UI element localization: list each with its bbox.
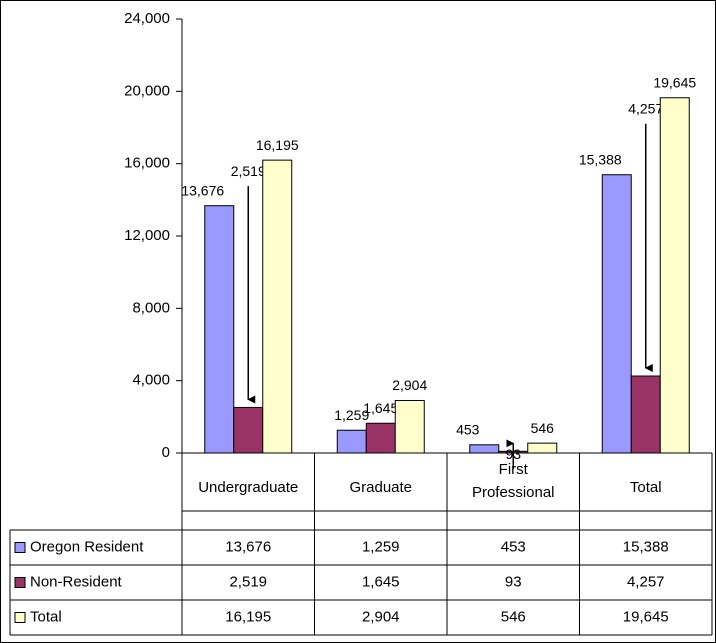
- table-cell: 2,904: [362, 608, 400, 625]
- table-cell: 453: [501, 538, 526, 555]
- bar: [527, 442, 558, 454]
- bar: [659, 97, 690, 454]
- table-cell: 13,676: [225, 538, 271, 555]
- table-cell: 1,259: [362, 538, 400, 555]
- value-label: 2,904: [392, 377, 427, 393]
- value-label: 4,257: [628, 100, 663, 116]
- bar: [262, 159, 293, 454]
- legend-swatch: [14, 577, 26, 588]
- table-cell: 93: [505, 573, 522, 590]
- category-label: First Professional: [472, 461, 555, 501]
- y-tick-label: 4,000: [132, 372, 170, 389]
- table-cell: 16,195: [225, 608, 271, 625]
- value-label: 1,645: [363, 400, 398, 416]
- table-cell: 1,645: [362, 573, 400, 590]
- bar: [394, 399, 425, 454]
- value-label: 19,645: [653, 74, 696, 90]
- value-label: 546: [531, 420, 555, 436]
- y-tick-label: 20,000: [124, 82, 170, 99]
- y-tick-label: 12,000: [124, 227, 170, 244]
- bar: [336, 429, 367, 454]
- value-label: 16,195: [256, 137, 299, 153]
- legend-swatch: [14, 542, 26, 553]
- table-cell: 4,257: [627, 573, 665, 590]
- value-label: 93: [505, 446, 521, 462]
- category-label: Graduate: [349, 479, 412, 496]
- bar: [365, 422, 396, 454]
- value-label: 453: [456, 422, 480, 438]
- value-label: 1,259: [334, 407, 369, 423]
- table-cell: 546: [501, 608, 526, 625]
- category-label: Undergraduate: [198, 479, 298, 496]
- table-cell: 15,388: [623, 538, 669, 555]
- value-label: 2,519: [231, 163, 266, 179]
- y-tick-label: 16,000: [124, 155, 170, 172]
- y-tick-label: 8,000: [132, 299, 170, 316]
- bar: [233, 406, 264, 454]
- bar: [630, 375, 661, 454]
- legend-label: Total: [30, 608, 62, 625]
- y-tick-label: 0: [162, 444, 170, 461]
- value-label: 13,676: [181, 182, 224, 198]
- legend-swatch: [14, 612, 26, 623]
- category-label: Total: [630, 479, 662, 496]
- value-label: 15,388: [579, 151, 622, 167]
- table-cell: 19,645: [623, 608, 669, 625]
- bar: [204, 205, 235, 454]
- table-cell: 2,519: [229, 573, 267, 590]
- y-tick-label: 24,000: [124, 10, 170, 27]
- bar: [469, 444, 500, 454]
- bar: [601, 174, 632, 454]
- legend-label: Non-Resident: [30, 573, 123, 590]
- legend-label: Oregon Resident: [30, 538, 144, 555]
